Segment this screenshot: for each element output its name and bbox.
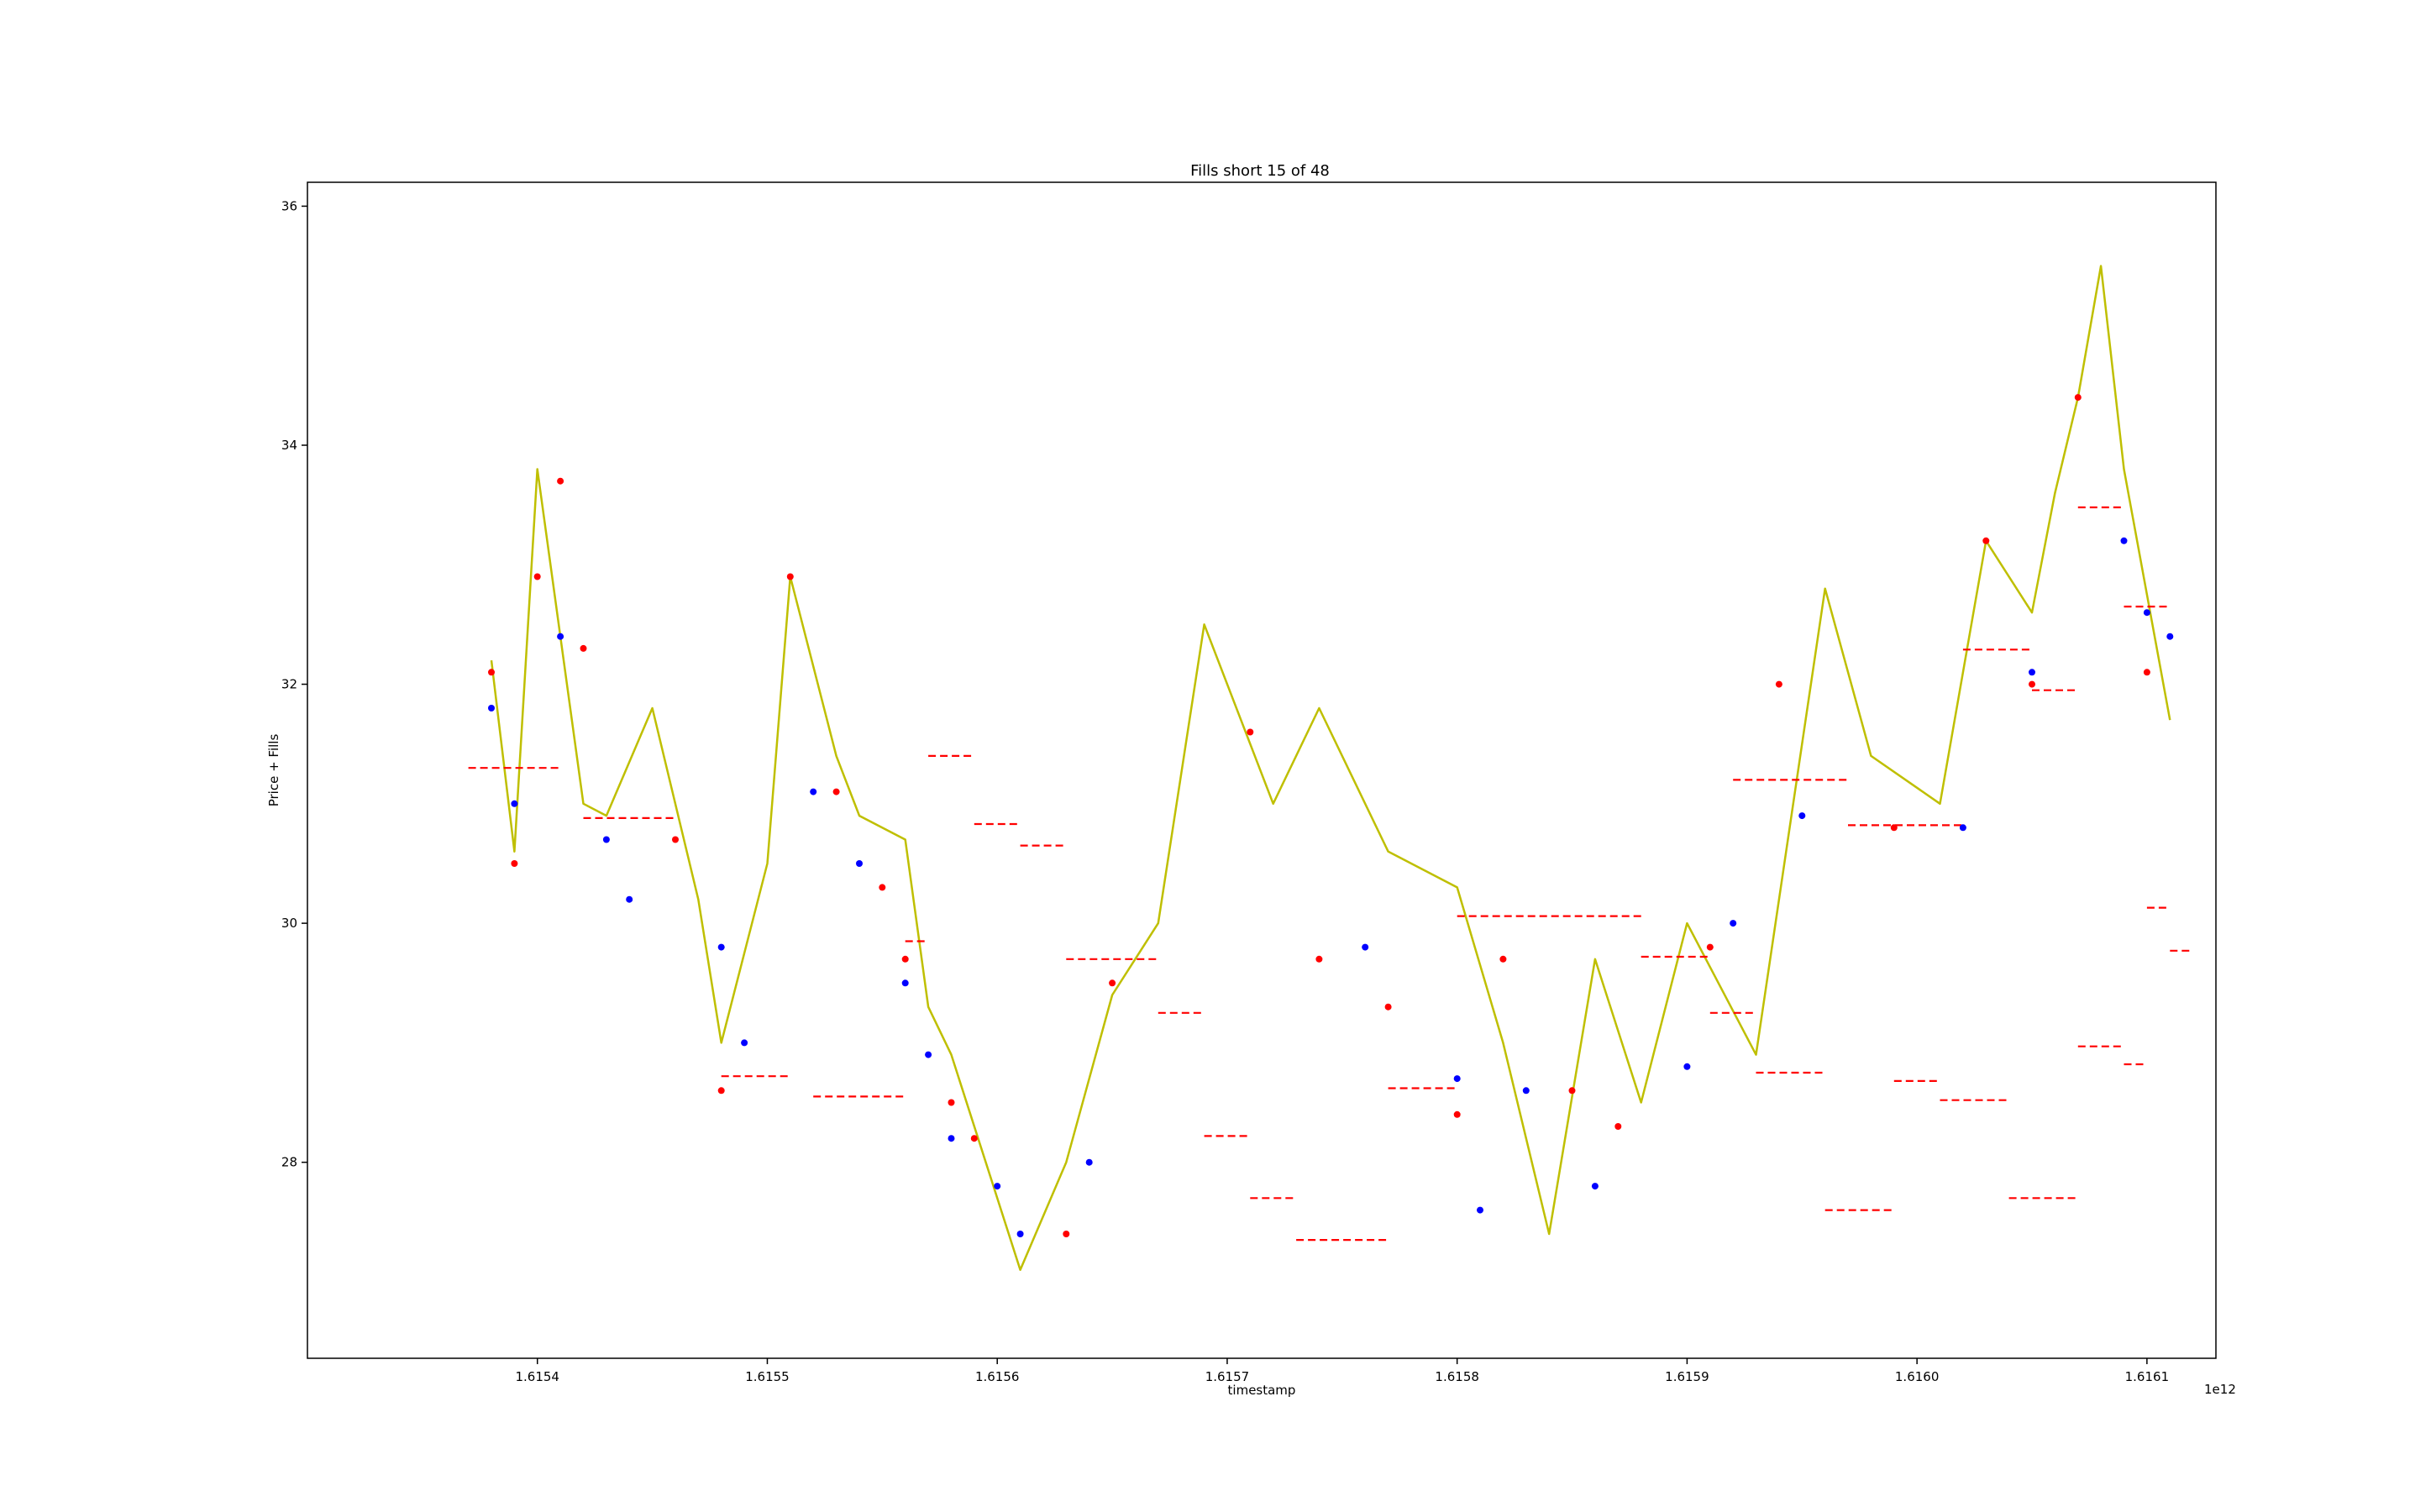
sell-fill-point-25 [1982, 537, 1990, 544]
buy-fill-point-8 [856, 860, 863, 867]
x-tick-label-2: 1.6156 [975, 1369, 1020, 1384]
sell-fill-point-13 [1063, 1231, 1070, 1237]
buy-fill-point-3 [602, 836, 610, 843]
sell-fill-point-7 [786, 573, 794, 580]
x-tick-label-1: 1.6155 [745, 1369, 790, 1384]
y-axis-label: Price + Fills [266, 734, 281, 807]
sell-fill-point-18 [1453, 1110, 1461, 1118]
buy-fill-point-1 [511, 800, 518, 807]
buy-fill-point-23 [1959, 824, 1966, 832]
sell-fill-series [488, 394, 2150, 1237]
buy-fill-point-17 [1477, 1206, 1483, 1214]
sell-fill-point-17 [1384, 1003, 1392, 1011]
x-axis-offset-label: 1e12 [2204, 1382, 2236, 1397]
y-tick-label-0: 28 [281, 1155, 297, 1170]
x-tick-label-0: 1.6154 [515, 1369, 559, 1384]
sell-fill-point-14 [1109, 979, 1116, 987]
buy-fill-point-20 [1683, 1063, 1691, 1070]
buy-fill-point-4 [626, 895, 633, 903]
sell-fill-point-15 [1247, 728, 1254, 736]
plot-frame [307, 181, 2217, 1359]
sell-fill-point-5 [672, 836, 679, 843]
buy-fill-point-2 [557, 633, 564, 640]
x-axis-label: timestamp [1228, 1383, 1296, 1398]
buy-fill-point-7 [810, 788, 817, 795]
buy-fill-point-10 [925, 1051, 932, 1058]
buy-fill-point-22 [1798, 812, 1806, 820]
x-tick-label-4: 1.6158 [1435, 1369, 1479, 1384]
sell-fill-point-26 [2029, 680, 2035, 688]
sell-fill-point-24 [1890, 824, 1898, 832]
y-tick-label-3: 34 [281, 438, 297, 453]
buy-fill-point-24 [2029, 669, 2035, 676]
y-tick-label-1: 30 [281, 916, 297, 931]
buy-fill-point-14 [1085, 1158, 1093, 1166]
buy-fill-point-16 [1453, 1075, 1461, 1083]
buy-fill-point-5 [717, 943, 725, 951]
buy-fill-point-21 [1730, 920, 1737, 927]
sell-fill-point-12 [970, 1135, 978, 1142]
sell-fill-point-23 [1775, 680, 1782, 688]
sell-fill-point-3 [557, 477, 564, 485]
sell-fill-point-20 [1568, 1087, 1576, 1095]
sell-fill-point-11 [948, 1099, 955, 1106]
buy-fill-point-9 [901, 979, 909, 987]
x-tick-label-7: 1.6161 [2125, 1369, 2170, 1384]
sell-fill-point-0 [488, 669, 495, 676]
buy-fill-point-18 [1522, 1087, 1530, 1095]
sell-fill-point-4 [580, 644, 587, 652]
sell-fill-point-10 [901, 955, 909, 963]
buy-fill-point-15 [1362, 943, 1369, 951]
buy-fill-point-12 [994, 1183, 1001, 1190]
buy-fill-series [488, 537, 2174, 1237]
y-tick-label-2: 32 [281, 677, 297, 692]
sell-fill-point-19 [1499, 955, 1507, 963]
y-tick-label-4: 36 [281, 198, 297, 213]
buy-fill-point-25 [2120, 537, 2128, 544]
buy-fill-point-27 [2166, 633, 2174, 640]
buy-fill-point-13 [1016, 1231, 1024, 1237]
sell-fill-point-8 [832, 788, 840, 795]
buy-fill-point-19 [1591, 1183, 1599, 1190]
buy-fill-point-0 [488, 705, 495, 711]
x-tick-label-3: 1.6157 [1205, 1369, 1250, 1384]
sell-fill-point-27 [2074, 394, 2082, 402]
sell-fill-point-21 [1614, 1123, 1622, 1130]
chart-title: Fills short 15 of 48 [1190, 162, 1330, 180]
buy-fill-point-6 [741, 1039, 748, 1047]
sell-fill-point-16 [1315, 955, 1323, 963]
buy-fill-point-11 [948, 1135, 955, 1142]
sell-fill-point-9 [879, 884, 886, 891]
x-axis-ticks: 1.6154 1.6155 1.6156 1.6157 1.6158 1.6159 1.61… [515, 1358, 2169, 1384]
sell-fill-point-2 [533, 573, 541, 580]
plot-area [307, 182, 2216, 1358]
price-line [490, 265, 2171, 1271]
buy-fill-point-26 [2143, 609, 2150, 617]
y-axis-ticks: 28 30 32 34 36 [281, 198, 307, 1170]
x-tick-label-6: 1.6160 [1895, 1369, 1940, 1384]
price-line-series [490, 265, 2171, 1271]
sell-fill-point-1 [511, 860, 518, 867]
level-lines-series [468, 506, 2193, 1242]
x-tick-label-5: 1.6159 [1665, 1369, 1709, 1384]
sell-fill-point-22 [1706, 943, 1714, 951]
sell-fill-point-28 [2143, 669, 2150, 676]
sell-fill-point-6 [717, 1087, 725, 1095]
